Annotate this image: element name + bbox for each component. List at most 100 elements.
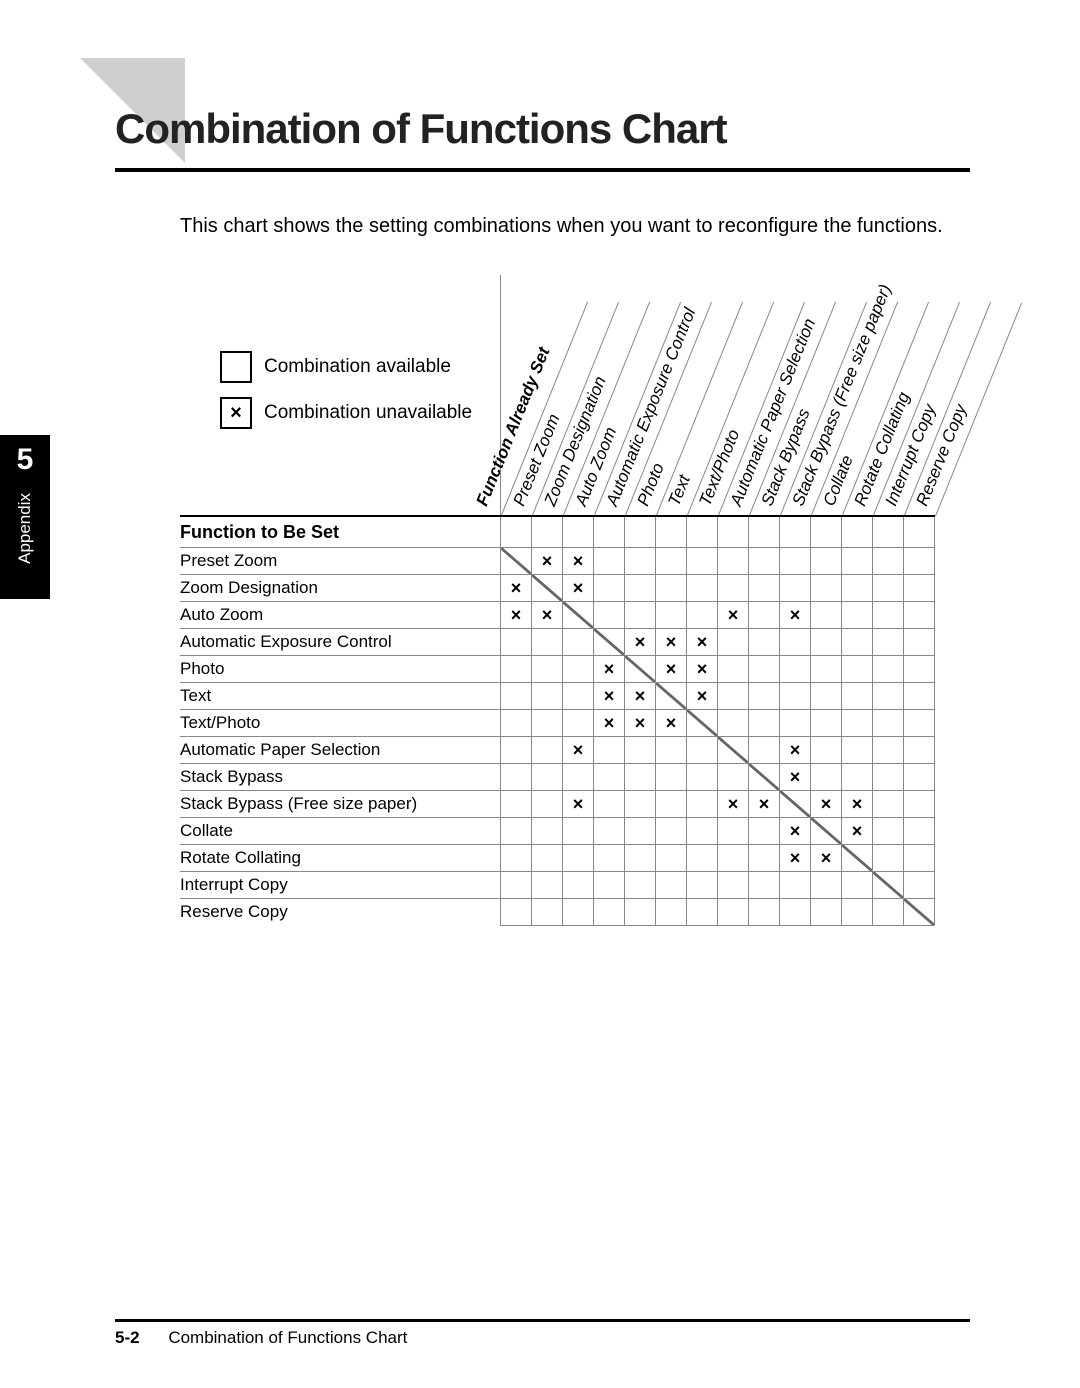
chart-cell	[532, 764, 563, 791]
column-header: Function Already SetPreset Zoom	[501, 275, 532, 516]
chart-cell: ×	[780, 602, 811, 629]
chart-cell	[625, 845, 656, 872]
chart-cell: ×	[811, 791, 842, 818]
chart-area: Combination available × Combination unav…	[180, 275, 1080, 926]
chart-cell	[780, 872, 811, 899]
row-label: Rotate Collating	[180, 845, 501, 872]
chart-cell	[594, 818, 625, 845]
chart-cell	[780, 791, 811, 818]
chart-cell	[842, 710, 873, 737]
chart-cell	[842, 575, 873, 602]
function-to-set-label: Function to Be Set	[180, 516, 501, 548]
chart-cell	[594, 548, 625, 575]
chart-cell	[842, 548, 873, 575]
chart-cell	[873, 845, 904, 872]
row-label: Interrupt Copy	[180, 872, 501, 899]
row-label: Auto Zoom	[180, 602, 501, 629]
chapter-tab: 5 Appendix	[0, 435, 50, 599]
chart-cell	[563, 845, 594, 872]
chart-cell	[687, 575, 718, 602]
chart-cell	[532, 656, 563, 683]
chart-cell: ×	[501, 575, 532, 602]
column-header: Reserve Copy	[904, 275, 935, 516]
header-spacer	[904, 516, 935, 548]
chart-cell	[780, 548, 811, 575]
chart-cell	[687, 548, 718, 575]
chart-cell	[904, 818, 935, 845]
chart-cell	[625, 737, 656, 764]
chart-cell	[625, 764, 656, 791]
page: 5 Appendix Combination of Functions Char…	[0, 0, 1080, 1388]
table-row: Automatic Exposure Control×××	[180, 629, 936, 656]
chart-cell	[718, 629, 749, 656]
chart-cell: ×	[656, 629, 687, 656]
chart-cell: ×	[532, 548, 563, 575]
chart-cell	[718, 656, 749, 683]
chart-cell	[687, 791, 718, 818]
header-row: Function to Be Set	[180, 516, 936, 548]
chart-cell	[811, 548, 842, 575]
chart-cell	[749, 818, 780, 845]
chart-cell: ×	[780, 764, 811, 791]
chart-cell	[718, 899, 749, 926]
header-spacer	[749, 516, 780, 548]
chart-cell	[842, 656, 873, 683]
header-spacer	[625, 516, 656, 548]
chart-cell	[501, 548, 532, 575]
chart-cell	[563, 872, 594, 899]
chart-cell: ×	[656, 656, 687, 683]
chart-cell	[501, 764, 532, 791]
column-header: Stack Bypass	[749, 275, 780, 516]
chart-cell: ×	[563, 575, 594, 602]
chart-cell	[873, 602, 904, 629]
chart-cell	[749, 656, 780, 683]
chart-cell: ×	[842, 818, 873, 845]
chart-cell	[501, 656, 532, 683]
chart-cell	[904, 791, 935, 818]
chart-cell	[563, 818, 594, 845]
chart-cell	[594, 629, 625, 656]
chart-cell	[532, 737, 563, 764]
chart-cell	[811, 602, 842, 629]
chart-cell: ×	[625, 710, 656, 737]
chart-cell	[501, 629, 532, 656]
chart-cell: ×	[687, 683, 718, 710]
legend-cell: Combination available × Combination unav…	[180, 275, 501, 516]
chart-cell	[625, 791, 656, 818]
chart-cell	[811, 629, 842, 656]
column-header: Zoom Designation	[532, 275, 563, 516]
chart-cell	[532, 710, 563, 737]
chart-cell	[501, 791, 532, 818]
chart-cell: ×	[780, 737, 811, 764]
chart-cell	[873, 548, 904, 575]
chart-cell	[563, 899, 594, 926]
chart-cell	[718, 764, 749, 791]
chart-cell: ×	[594, 656, 625, 683]
chart-cell	[873, 629, 904, 656]
row-label: Photo	[180, 656, 501, 683]
chart-cell	[873, 791, 904, 818]
chart-cell	[811, 899, 842, 926]
chart-cell	[842, 737, 873, 764]
chart-cell	[625, 872, 656, 899]
chart-cell	[563, 602, 594, 629]
chart-cell	[749, 872, 780, 899]
header-spacer	[718, 516, 749, 548]
chart-cell: ×	[563, 737, 594, 764]
chart-cell	[904, 764, 935, 791]
chart-cell	[811, 575, 842, 602]
chart-cell: ×	[780, 845, 811, 872]
chart-cell: ×	[625, 683, 656, 710]
table-row: Reserve Copy	[180, 899, 936, 926]
chart-cell	[842, 629, 873, 656]
header-spacer	[842, 516, 873, 548]
chart-cell	[625, 818, 656, 845]
page-title: Combination of Functions Chart	[115, 60, 1080, 153]
chart-cell	[811, 737, 842, 764]
chart-cell	[532, 845, 563, 872]
chart-cell	[718, 710, 749, 737]
chart-cell	[749, 710, 780, 737]
chart-cell	[873, 656, 904, 683]
column-header: Automatic Exposure Control	[594, 275, 625, 516]
chart-cell: ×	[563, 548, 594, 575]
